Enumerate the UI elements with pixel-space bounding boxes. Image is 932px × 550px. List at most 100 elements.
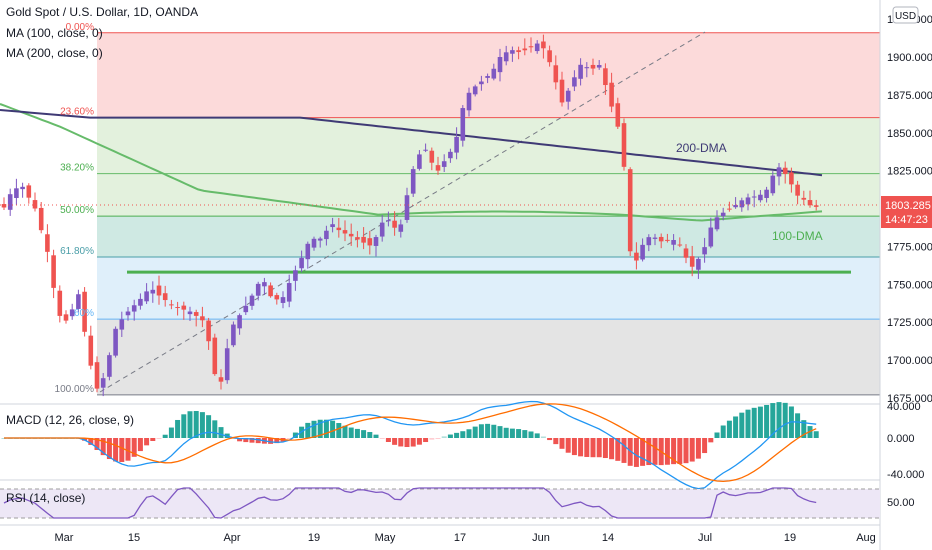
candle-body [479,81,484,85]
macd-histogram-bar [522,430,528,438]
macd-histogram-bar [162,434,168,438]
candle-body [274,295,280,300]
rsi-panel [0,487,880,519]
price-tick-label: 1850.000 [887,128,932,140]
candle-body [398,224,404,232]
candle-body [516,50,521,53]
macd-histogram-bar [739,412,745,438]
candle-body [14,188,19,199]
macd-histogram-bar [125,438,131,461]
macd-histogram-bar [671,438,677,465]
macd-tick-label: 0.000 [887,433,915,445]
candle-body [280,297,286,303]
macd-histogram-bar [404,438,410,448]
macd-histogram-bar [795,413,801,438]
last-price-value: 1803.285 [885,200,931,212]
time-tick-label: Jul [698,532,712,544]
candle-body [522,48,528,51]
chart-title: Gold Spot / U.S. Dollar, 1D, OANDA [6,5,198,19]
price-tick-label: 1725.000 [887,317,932,329]
macd-histogram-bar [726,420,732,438]
candle-body [224,348,230,381]
ma100-line [0,103,823,222]
fib-zone [97,32,880,118]
candle-body [286,283,292,302]
candle-body [689,256,695,267]
candle-body [547,50,552,63]
candle-body [373,237,379,246]
candle-body [646,237,652,246]
candle-body [472,86,478,95]
macd-histogram-bar [540,436,546,438]
macd-tick-label: -40.000 [887,469,924,481]
macd-histogram-bar [156,438,162,439]
candle-body [45,234,50,252]
macd-histogram-bar [460,431,466,438]
ma100-legend: MA (100, close, 0) [6,26,103,40]
macd-histogram-bar [633,438,639,467]
macd-histogram-bar [472,426,478,438]
macd-histogram-bar [119,438,125,462]
candle-body [7,194,13,210]
time-axis[interactable]: Mar 15 Apr 19 May 17 Jun 14 Jul 19 Aug [55,532,876,544]
signal-line [4,403,817,483]
macd-histogram-bar [379,438,385,439]
candle-body [51,255,56,288]
currency-badge[interactable] [892,6,919,24]
ma200-line [0,109,823,177]
fib-label: 23.60% [60,107,94,118]
candle-body [770,175,776,194]
macd-histogram-bar [243,438,249,443]
rsi-legend: RSI (14, close) [6,491,85,505]
candle-body [193,312,199,316]
candle-body [305,243,311,260]
macd-histogram-bar [342,425,348,438]
price-tick-label: 1900.000 [887,52,932,64]
candle-body [311,238,317,248]
macd-histogram-bar [441,436,447,438]
candle-body [441,161,447,167]
candle-body [113,328,118,356]
label-100dma: 100-DMA [772,229,823,243]
time-tick-label: Jun [532,532,550,544]
macd-histogram-bar [435,438,441,439]
candle-body [658,236,664,242]
macd-histogram-bar [590,438,596,458]
candle-body [497,57,503,73]
candle-body [807,200,813,206]
macd-histogram-bar [137,438,143,452]
candle-body [596,65,602,68]
macd-histogram-bar [646,438,652,466]
countdown-value: 14:47:23 [885,214,928,226]
fib-label: 50.00% [60,205,94,216]
candle-body [410,169,416,194]
price-axis[interactable]: 1675.000 1700.000 1725.000 1750.000 1775.000… [887,14,932,509]
candle-body [795,184,800,196]
candle-body [615,103,621,127]
fib-zone [97,117,880,174]
candle-body [150,289,156,294]
rsi-line [3,487,817,519]
fib-zone [97,216,880,257]
candle-body [578,64,583,79]
macd-histogram-bar [168,427,174,438]
macd-histogram-bar [664,438,670,465]
trend-line [99,31,706,393]
rsi-band [0,489,880,518]
candles-group [1,34,819,397]
candle-body [324,230,329,240]
candle-body [423,149,428,151]
macd-histogram-bar [106,438,112,460]
candle-body [789,172,794,185]
price-tick-label: 1825.000 [887,166,932,178]
macd-histogram-bar [553,438,559,445]
fib-zone [97,256,880,320]
price-tick-label: 1775.000 [887,241,932,253]
candle-body [751,196,757,198]
candle-body [460,108,466,141]
candle-body [26,185,32,198]
candle-body [758,194,763,201]
macd-histogram-bar [503,427,509,438]
candle-body [720,212,726,217]
